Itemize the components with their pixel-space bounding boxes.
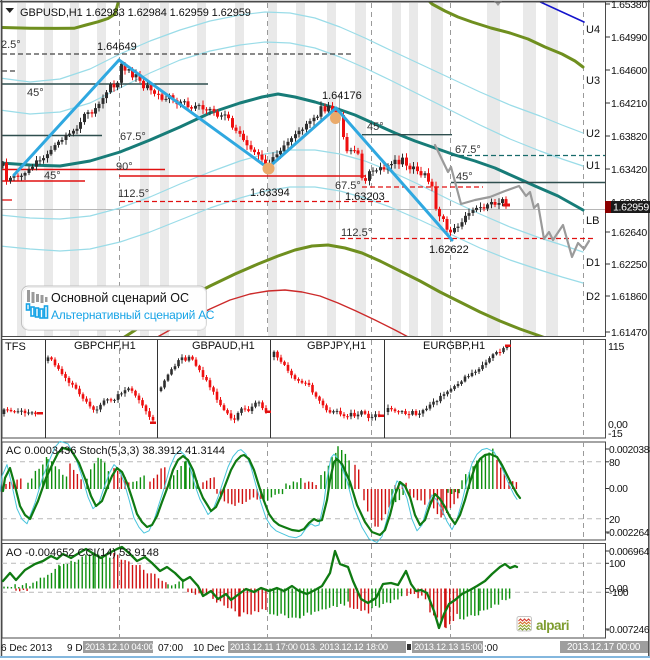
svg-text:1.61470: 1.61470: [611, 327, 647, 339]
svg-text:45°: 45°: [456, 171, 473, 183]
svg-text:1.63203: 1.63203: [345, 191, 385, 203]
svg-text:67.5°: 67.5°: [120, 131, 146, 143]
svg-text:-0.002264: -0.002264: [606, 528, 650, 539]
svg-text:TFS: TFS: [5, 341, 26, 353]
svg-text:1.63420: 1.63420: [611, 164, 647, 176]
svg-text:1.63820: 1.63820: [611, 131, 647, 143]
svg-text:AO -0.004652 CCI(14) 53.9148: AO -0.004652 CCI(14) 53.9148: [6, 547, 159, 559]
svg-text:10 Dec: 10 Dec: [193, 643, 225, 654]
svg-text:07:00: 07:00: [158, 643, 183, 654]
svg-text:45°: 45°: [44, 170, 61, 182]
svg-text:0,00: 0,00: [608, 419, 628, 431]
svg-text:1.62250: 1.62250: [611, 259, 647, 271]
svg-text:1.65380: 1.65380: [611, 0, 647, 11]
svg-text:AC 0.0003436 Stoch(5,3,3) 38.: AC 0.0003436 Stoch(5,3,3) 38.3912 41.314…: [6, 445, 225, 457]
svg-text:GBPUSD,H1 1.62983 1.62984 1.6: GBPUSD,H1 1.62983 1.62984 1.62959 1.6295…: [20, 7, 251, 19]
svg-text:1.64649: 1.64649: [97, 41, 137, 53]
svg-text:2013.12.11 17:00 013. 2013.1: 2013.12.11 17:00 013. 2013.12.12 18:00: [230, 642, 388, 652]
svg-text:0.00: 0.00: [609, 584, 628, 595]
svg-text:LB: LB: [586, 215, 599, 227]
svg-text:115: 115: [608, 341, 624, 353]
svg-text:U2: U2: [586, 128, 600, 140]
svg-text:100: 100: [609, 559, 626, 570]
svg-text:20: 20: [609, 515, 620, 526]
svg-text:67.5°: 67.5°: [335, 180, 361, 192]
svg-text:D2: D2: [586, 291, 600, 303]
svg-text:0.0020388: 0.0020388: [609, 445, 650, 456]
svg-text:90°: 90°: [116, 161, 133, 173]
svg-text:1.63394: 1.63394: [250, 187, 290, 199]
svg-text:1.62959: 1.62959: [613, 202, 649, 214]
svg-text:0.006964: 0.006964: [609, 547, 650, 558]
svg-text:1.64990: 1.64990: [611, 32, 647, 44]
svg-text:U1: U1: [586, 160, 600, 172]
svg-text:0.00: 0.00: [609, 484, 628, 495]
svg-text:2013.12.13 15:00: 2013.12.13 15:00: [414, 642, 482, 652]
svg-text:EURGBP,H1: EURGBP,H1: [423, 340, 485, 352]
svg-text:D1: D1: [586, 257, 600, 269]
svg-text:2013.12.10 04:00: 2013.12.10 04:00: [85, 642, 153, 652]
svg-text:6 Dec 2013: 6 Dec 2013: [1, 643, 53, 654]
svg-text:112.5°: 112.5°: [341, 227, 372, 239]
svg-text:-15: -15: [608, 428, 623, 440]
svg-text:1.61860: 1.61860: [611, 291, 647, 303]
svg-text:-100: -100: [609, 588, 629, 599]
svg-text:1.62622: 1.62622: [429, 244, 469, 256]
svg-text:GBPJPY,H1: GBPJPY,H1: [307, 340, 366, 352]
svg-text:GBPCHF,H1: GBPCHF,H1: [74, 340, 136, 352]
svg-text:GBPAUD,H1: GBPAUD,H1: [192, 340, 255, 352]
svg-text:1.64176: 1.64176: [322, 90, 362, 102]
svg-text:45°: 45°: [27, 87, 44, 99]
svg-text:9 D: 9 D: [67, 643, 83, 654]
svg-text:Основной сценарий ОС: Основной сценарий ОС: [51, 291, 189, 305]
svg-text:1.64600: 1.64600: [611, 65, 647, 77]
svg-text:45°: 45°: [367, 121, 384, 133]
svg-text:U4: U4: [586, 24, 600, 36]
svg-text:112.5°: 112.5°: [118, 188, 149, 200]
svg-text:80: 80: [609, 458, 620, 469]
svg-text:Альтернативный сценарий АС: Альтернативный сценарий АС: [51, 308, 215, 322]
svg-text:2013.12.17 00:00: 2013.12.17 00:00: [567, 642, 641, 653]
svg-text:2.5°: 2.5°: [1, 39, 21, 51]
svg-text:alpari: alpari: [536, 618, 569, 633]
svg-text:U3: U3: [586, 75, 600, 87]
svg-text:1.62640: 1.62640: [611, 227, 647, 239]
svg-text:1.64210: 1.64210: [611, 98, 647, 110]
svg-text:-0.007246: -0.007246: [606, 625, 650, 636]
svg-text:67.5°: 67.5°: [455, 144, 481, 156]
svg-text::00: :00: [484, 643, 498, 654]
